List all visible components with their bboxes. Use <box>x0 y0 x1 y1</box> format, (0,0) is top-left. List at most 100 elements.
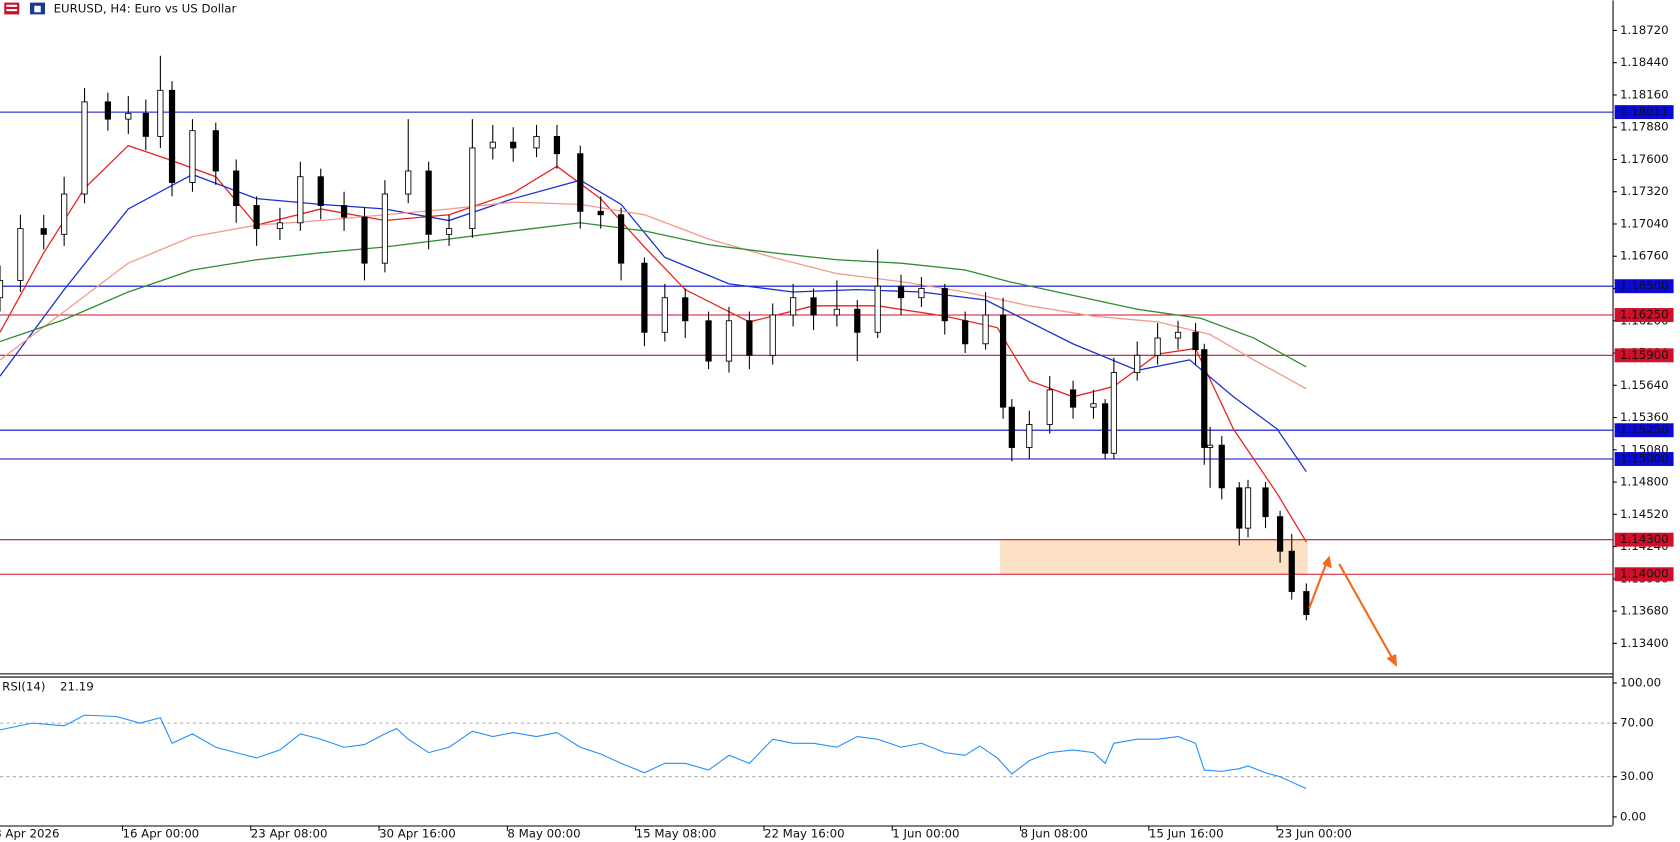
y-tick-label: 1.13400 <box>1620 636 1669 650</box>
candle-body <box>854 308 861 333</box>
y-tick-label: 1.18440 <box>1620 55 1669 69</box>
candle-body <box>641 262 648 333</box>
level-label: 1.15250 <box>1620 423 1669 437</box>
candle-body <box>1236 487 1243 529</box>
rsi-value: 21.19 <box>60 680 94 694</box>
candle-body <box>276 222 284 230</box>
level-label: 1.15000 <box>1620 452 1669 466</box>
icon <box>6 4 18 7</box>
candle-body <box>212 130 219 172</box>
x-tick-label: 22 May 16:00 <box>764 827 845 841</box>
x-tick-label: 8 Jun 08:00 <box>1021 827 1088 841</box>
y-tick-label: 1.14800 <box>1620 475 1669 489</box>
candle-body <box>0 280 4 299</box>
candle-body <box>1008 406 1015 448</box>
arrow-down <box>1338 563 1394 660</box>
x-tick-label: 8 Apr 2026 <box>0 827 59 841</box>
x-tick-label: 23 Apr 08:00 <box>251 827 328 841</box>
level-label-box <box>1614 308 1674 322</box>
candle-body <box>874 285 881 333</box>
candle-body <box>40 228 47 235</box>
y-tick-label: 1.17320 <box>1620 184 1669 198</box>
icon <box>34 5 41 13</box>
candle-body <box>253 205 260 230</box>
candle-body <box>233 170 240 206</box>
candle-body <box>617 214 625 264</box>
candle-body <box>445 228 453 235</box>
candle-body <box>1262 487 1269 518</box>
y-tick-label: 1.18160 <box>1620 87 1669 101</box>
candle-body <box>361 216 368 264</box>
x-tick-label: 8 May 00:00 <box>507 827 580 841</box>
candle-body <box>1110 372 1117 454</box>
candle-body <box>1069 389 1077 408</box>
forecast-arrows <box>1308 555 1398 667</box>
zone <box>1000 539 1308 575</box>
candle-body <box>125 112 132 120</box>
y-tick-label: 70.00 <box>1620 716 1654 730</box>
candle-body <box>725 320 733 362</box>
level-label: 1.15900 <box>1620 348 1669 362</box>
rsi-line <box>0 714 1307 789</box>
candle-body <box>962 320 969 345</box>
candle-body <box>597 210 604 216</box>
candle-body <box>1276 516 1284 552</box>
y-tick-label: 1.17600 <box>1620 152 1669 166</box>
candle-body <box>340 205 348 218</box>
x-tick-label: 16 Apr 00:00 <box>122 827 199 841</box>
y-tick-label: 1.15640 <box>1620 378 1669 392</box>
level-label: 1.14300 <box>1620 532 1669 546</box>
level-label: 1.16250 <box>1620 308 1669 322</box>
candle-body <box>982 314 989 345</box>
x-tick-label: 23 Jun 00:00 <box>1277 827 1352 841</box>
x-tick-label: 30 Apr 16:00 <box>379 827 456 841</box>
level-label-box <box>1614 452 1674 466</box>
candle-body <box>1192 331 1199 350</box>
candle-body <box>405 170 412 195</box>
candle-body <box>168 89 176 183</box>
x-tick-label: 15 Jun 16:00 <box>1149 827 1224 841</box>
y-tick-label: 1.18720 <box>1620 23 1669 37</box>
candle-body <box>810 297 817 316</box>
candle-body <box>510 141 517 149</box>
y-tick-label: 1.17040 <box>1620 216 1669 230</box>
candle-body <box>157 89 164 137</box>
level-label-box <box>1614 567 1674 582</box>
candle-body <box>104 101 111 120</box>
moving-average <box>0 222 1307 368</box>
candle-body <box>1174 331 1182 339</box>
candle-body <box>682 297 689 322</box>
level-label-box <box>1614 105 1674 120</box>
candle-body <box>317 176 324 206</box>
arrow-up <box>1308 562 1328 609</box>
candle-body <box>1134 354 1141 374</box>
y-tick-label: 1.16760 <box>1620 249 1669 263</box>
candle-body <box>1046 389 1053 425</box>
y-tick-label: 1.14520 <box>1620 507 1669 521</box>
candle-body <box>769 314 776 356</box>
y-tick-label: 30.00 <box>1620 769 1654 783</box>
candle-body <box>1206 444 1214 448</box>
chart-title: EURUSD, H4: Euro vs US Dollar <box>54 2 237 16</box>
candle-body <box>1244 487 1252 529</box>
level-label-box <box>1614 423 1674 438</box>
candle-body <box>941 288 948 322</box>
candle-body <box>918 288 925 299</box>
level-label: 1.14000 <box>1620 567 1669 581</box>
candle-body <box>81 101 88 195</box>
y-tick-label: 1.13680 <box>1620 604 1669 618</box>
candle-body <box>469 147 476 230</box>
moving-average <box>0 201 1307 390</box>
candle-body <box>1102 403 1109 454</box>
plot-area: 1.18720 1.18440 1.18160 1.17880 1.17600 1.173… <box>0 23 1674 841</box>
candle-body <box>1218 444 1225 489</box>
candle-body <box>1288 550 1295 592</box>
y-tick-label: 0.00 <box>1620 809 1646 823</box>
candle-body <box>553 135 561 155</box>
x-tick-label: 15 May 08:00 <box>636 827 717 841</box>
candle-body <box>999 314 1007 408</box>
symbol-icons <box>4 2 45 15</box>
